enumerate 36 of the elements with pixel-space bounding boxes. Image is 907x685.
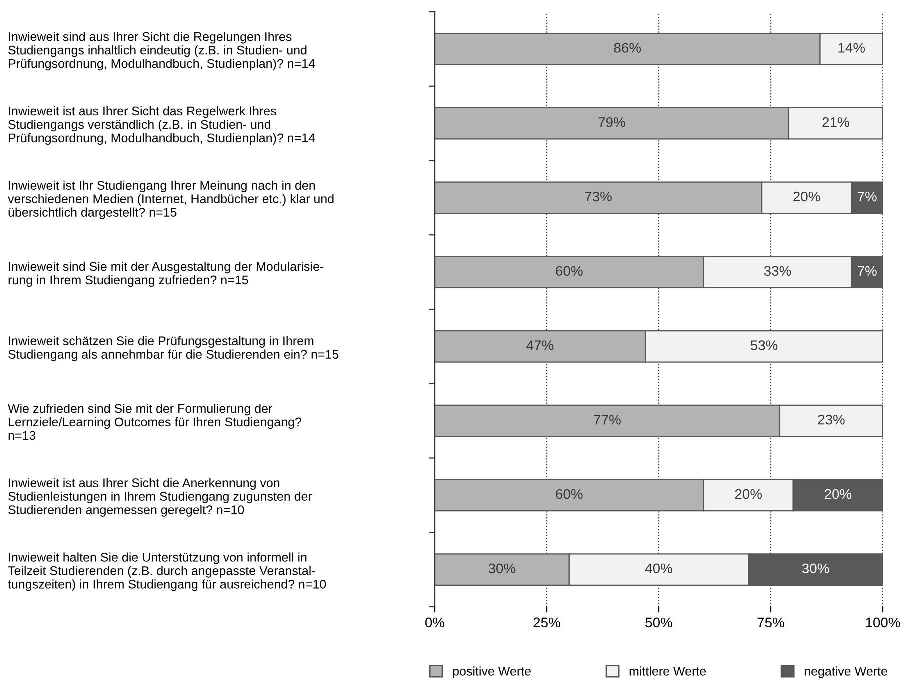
data-label: 7% <box>858 266 877 276</box>
y-tick-label: Inwieweit sind Sie mit der Ausgestaltung der Modularisie- rung in Ihrem Studiengang zufrieden? n=15 <box>8 262 324 288</box>
x-tick-label: 75% <box>758 618 784 628</box>
data-label: 33% <box>764 266 792 276</box>
data-label: 14% <box>838 43 866 53</box>
y-tick-label: Inwieweit sind aus Ihrer Sicht die Regelungen Ihres Studiengangs inhaltlich eindeutig (z.B. in Studien- und Prüfungsordnung, Modulhandbuch, Studienplan)? n=14 <box>8 32 316 71</box>
y-tick-label: Inwieweit halten Sie die Unterstützung von informell in Teilzeit Studierenden (z.B. durch angepasste Veranstal- tungszeiten) in Ihrem Studiengang für ausreichend? n=10 <box>8 552 326 592</box>
data-label: 47% <box>526 340 554 350</box>
legend-label: negative Werte <box>804 666 888 678</box>
data-label: 60% <box>556 489 583 500</box>
legend-label: positive Werte <box>453 666 531 678</box>
data-label: 7% <box>858 192 877 202</box>
y-tick-label: Inwieweit schätzen Sie die Prüfungsgestaltung in Ihrem Studiengang als annehmbar für die Studierenden ein? n=15 <box>8 336 339 362</box>
y-tick-label: Inwieweit ist aus Ihrer Sicht die Anerkennung von Studienleistungen in Ihrem Studiengang zugunsten der Studierenden angemessen geregelt? n=10 <box>8 478 312 517</box>
data-label: 30% <box>802 564 830 574</box>
data-label: 73% <box>585 192 612 202</box>
y-tick-label: Inwieweit ist aus Ihrer Sicht das Regelwerk Ihres Studiengangs verständlich (z.B. in Studien- und Prüfungsordnung, Modulhandbuch, Studienplan)? n=14 <box>8 106 316 146</box>
data-label: 40% <box>645 564 672 574</box>
data-label: 86% <box>614 43 642 53</box>
y-tick-label: Wie zufrieden sind Sie mit der Formulierung der Lernziele/Learning Outcomes für Ihren Studiengang? n=13 <box>8 404 302 440</box>
data-label: 77% <box>594 415 621 425</box>
x-tick-label: 50% <box>646 618 672 628</box>
x-tick-label: 25% <box>534 618 560 628</box>
data-label: 79% <box>598 117 626 128</box>
data-label: 20% <box>735 489 762 500</box>
data-label: 60% <box>556 266 583 276</box>
y-tick-label: Inwieweit ist Ihr Studiengang Ihrer Meinung nach in den verschiedenen Medien (Internet, Handbücher etc.) klar und übersichtlich dargestellt? n=15 <box>8 180 334 220</box>
x-tick-label: 100% <box>866 618 900 628</box>
data-label: 53% <box>750 340 778 350</box>
data-label: 21% <box>822 117 850 128</box>
data-label: 20% <box>794 192 820 202</box>
x-tick-label: 0% <box>426 618 445 628</box>
data-label: 30% <box>488 564 516 574</box>
data-label: 20% <box>825 489 852 500</box>
legend-label: mittlere Werte <box>630 666 706 676</box>
data-label: 23% <box>818 414 845 425</box>
